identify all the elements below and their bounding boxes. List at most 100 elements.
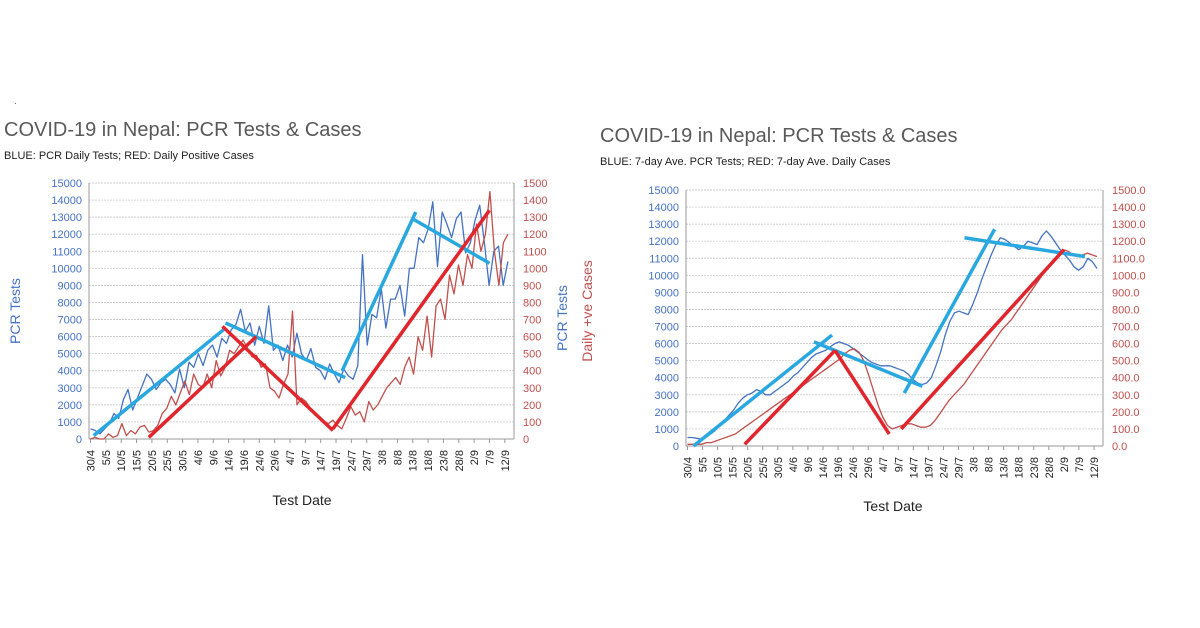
x-tick-label: 10/5 xyxy=(116,450,128,471)
trend-line-tests xyxy=(692,333,834,448)
y-left-tick-label: 7000 xyxy=(655,322,679,334)
x-tick-label: 20/5 xyxy=(743,457,755,478)
chart-subtitle: BLUE: PCR Daily Tests; RED: Daily Positi… xyxy=(4,150,254,162)
y-left-axis-label: PCR Tests xyxy=(7,278,23,344)
chart-subtitle: BLUE: 7-day Ave. PCR Tests; RED: 7-day A… xyxy=(600,156,891,168)
x-tick-label: 28/8 xyxy=(1044,457,1056,478)
y-left-tick-label: 8000 xyxy=(58,297,82,309)
y-right-tick-label: 1100.0 xyxy=(1112,253,1145,265)
y-left-tick-label: 8000 xyxy=(655,304,679,316)
y-right-tick-label: 1200.0 xyxy=(1112,236,1146,248)
y-right-tick-label: 100.0 xyxy=(1112,424,1140,436)
x-tick-label: 25/5 xyxy=(162,450,174,471)
y-left-tick-label: 6000 xyxy=(655,339,679,351)
x-tick-label: 5/5 xyxy=(698,457,710,472)
y-right-tick-label: 100 xyxy=(523,417,541,429)
y-left-tick-label: 15000 xyxy=(648,185,679,197)
x-tick-label: 25/5 xyxy=(758,457,770,478)
x-tick-label: 23/8 xyxy=(438,450,450,471)
y-left-tick-label: 3000 xyxy=(655,390,679,402)
y-left-tick-label: 15000 xyxy=(51,178,82,190)
y-right-tick-label: 1400.0 xyxy=(1112,202,1146,214)
x-axis-label: Test Date xyxy=(272,492,331,508)
trend-line-cases xyxy=(221,325,335,432)
chart-title: COVID-19 in Nepal: PCR Tests & Cases xyxy=(4,119,362,141)
y-right-tick-label: 600.0 xyxy=(1112,339,1140,351)
x-tick-label: 8/8 xyxy=(984,457,996,472)
x-tick-label: 29/7 xyxy=(362,450,374,471)
y-left-tick-label: 2000 xyxy=(655,407,679,419)
y-right-tick-label: 400 xyxy=(523,366,541,378)
chart-svg-daily: 0100020003000400050006000700080009000100… xyxy=(7,178,595,508)
y-right-tick-label: 1500 xyxy=(523,178,547,190)
x-tick-label: 7/9 xyxy=(484,450,496,465)
x-tick-label: 18/8 xyxy=(1014,457,1026,478)
series-line-pcr-tests xyxy=(687,230,1098,440)
x-tick-label: 15/5 xyxy=(132,450,144,471)
x-tick-label: 13/8 xyxy=(999,457,1011,478)
x-tick-label: 30/4 xyxy=(683,457,695,478)
trend-line-tests xyxy=(224,321,346,380)
y-left-tick-label: 10000 xyxy=(648,270,679,282)
x-tick-label: 4/6 xyxy=(193,450,205,465)
trend-line-cases xyxy=(147,335,258,439)
y-left-tick-label: 11000 xyxy=(649,253,679,265)
y-left-tick-label: 13000 xyxy=(51,212,82,224)
y-right-tick-label: 1200 xyxy=(523,229,547,241)
x-tick-label: 20/5 xyxy=(147,450,159,471)
x-tick-label: 23/8 xyxy=(1029,457,1041,478)
x-tick-label: 18/8 xyxy=(423,450,435,471)
y-right-tick-label: 800 xyxy=(523,297,541,309)
x-tick-label: 19/7 xyxy=(923,457,935,478)
x-tick-label: 7/9 xyxy=(1074,457,1086,472)
y-left-axis-label: PCR Tests xyxy=(554,285,570,351)
trend-line-cases xyxy=(833,349,891,436)
y-right-tick-label: 0 xyxy=(523,434,529,446)
x-tick-label: 2/9 xyxy=(1059,457,1071,472)
series-line-positive-cases xyxy=(687,249,1098,445)
y-left-tick-label: 7000 xyxy=(58,315,82,327)
y-left-tick-label: 3000 xyxy=(58,383,82,395)
y-right-tick-label: 900.0 xyxy=(1112,287,1140,299)
y-right-tick-label: 300.0 xyxy=(1112,390,1140,402)
y-right-tick-label: 1500.0 xyxy=(1112,185,1146,197)
y-right-axis-label: Daily +ve Cases xyxy=(579,260,595,362)
y-left-tick-label: 2000 xyxy=(58,400,82,412)
y-left-tick-label: 14000 xyxy=(648,202,679,214)
x-tick-label: 24/6 xyxy=(254,450,266,471)
y-left-tick-label: 5000 xyxy=(655,356,679,368)
x-tick-label: 10/5 xyxy=(713,457,725,478)
y-left-tick-label: 4000 xyxy=(58,366,82,378)
y-left-tick-label: 10000 xyxy=(51,263,82,275)
x-tick-label: 4/6 xyxy=(788,457,800,472)
x-tick-label: 3/8 xyxy=(969,457,981,472)
y-left-tick-label: 14000 xyxy=(51,195,82,207)
x-tick-label: 29/7 xyxy=(953,457,965,478)
chart-panel-daily: COVID-19 in Nepal: PCR Tests & Cases BLU… xyxy=(4,119,595,508)
x-tick-label: 15/5 xyxy=(728,457,740,478)
x-tick-label: 19/6 xyxy=(239,450,251,471)
x-tick-label: 14/6 xyxy=(818,457,830,478)
trend-line-tests xyxy=(813,340,924,388)
x-tick-label: 24/7 xyxy=(346,450,358,471)
x-tick-label: 9/7 xyxy=(893,457,905,472)
x-tick-label: 2/9 xyxy=(469,450,481,465)
trend-line-tests xyxy=(964,236,1086,259)
y-left-tick-label: 9000 xyxy=(58,280,82,292)
y-right-tick-label: 400.0 xyxy=(1112,373,1140,385)
y-left-tick-label: 1000 xyxy=(58,417,82,429)
y-left-tick-label: 1000 xyxy=(655,424,679,436)
series-line-positive-cases xyxy=(90,190,509,440)
x-tick-label: 30/4 xyxy=(86,450,98,471)
y-left-tick-label: 9000 xyxy=(655,287,679,299)
y-left-tick-label: 0 xyxy=(76,434,82,446)
x-tick-label: 29/6 xyxy=(863,457,875,478)
x-tick-label: 24/6 xyxy=(848,457,860,478)
trend-line-cases xyxy=(331,209,491,430)
y-right-tick-label: 200.0 xyxy=(1112,407,1140,419)
x-tick-label: 4/7 xyxy=(878,457,890,472)
x-tick-label: 30/5 xyxy=(773,457,785,478)
x-tick-label: 9/7 xyxy=(300,450,312,465)
x-axis-label: Test Date xyxy=(863,498,922,514)
